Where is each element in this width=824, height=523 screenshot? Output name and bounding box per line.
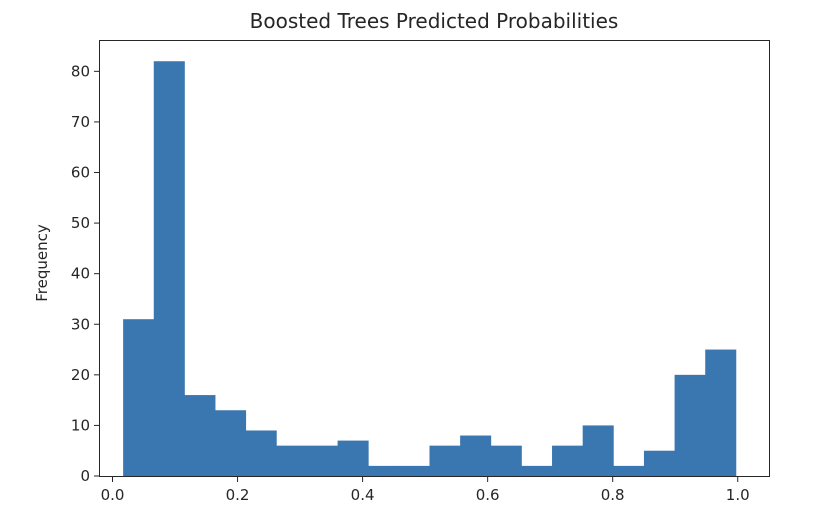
x-tick-label-2: 0.4 [351, 486, 375, 504]
y-axis-label: Frequency [33, 224, 51, 302]
plot-frame [99, 40, 770, 477]
histogram-bar-19 [705, 349, 737, 476]
histogram-bars [123, 61, 737, 476]
x-tick-label-4: 0.8 [601, 486, 625, 504]
x-tick-label-3: 0.6 [476, 486, 500, 504]
histogram-bar-1 [153, 61, 185, 476]
histogram-bar-15 [582, 425, 614, 476]
y-tick-label-7: 70 [71, 113, 90, 131]
y-tick-label-3: 30 [71, 315, 90, 333]
histogram-bar-18 [674, 374, 706, 476]
y-tick-label-5: 50 [71, 214, 90, 232]
histogram-bar-7 [337, 440, 369, 476]
histogram-bar-13 [521, 465, 553, 476]
histogram-bar-4 [245, 430, 277, 476]
y-tick-label-2: 20 [71, 366, 90, 384]
x-axis: 0.0 0.2 0.4 0.6 0.8 1.0 [101, 476, 750, 504]
histogram-bar-9 [398, 465, 430, 476]
histogram-bar-6 [306, 445, 338, 476]
y-tick-label-6: 60 [71, 164, 90, 182]
y-tick-label-4: 40 [71, 265, 90, 283]
histogram-bar-12 [490, 445, 522, 476]
histogram-bar-10 [429, 445, 461, 476]
histogram-bar-3 [215, 410, 247, 476]
histogram-bar-0 [123, 319, 155, 476]
y-tick-label-8: 80 [71, 62, 90, 80]
histogram-bar-17 [643, 450, 675, 476]
histogram-bar-2 [184, 395, 216, 476]
histogram-bar-8 [368, 465, 400, 476]
histogram-bar-16 [613, 465, 645, 476]
histogram-bar-11 [460, 435, 492, 476]
chart-title: Boosted Trees Predicted Probabilities [250, 9, 619, 33]
x-tick-label-1: 0.2 [226, 486, 250, 504]
y-axis: 0 10 20 30 40 50 60 70 80 [71, 62, 100, 485]
histogram-bar-5 [276, 445, 308, 476]
y-tick-label-0: 0 [80, 467, 90, 485]
y-tick-label-1: 10 [71, 416, 90, 434]
x-tick-label-0: 0.0 [101, 486, 125, 504]
histogram-bar-14 [552, 445, 584, 476]
x-tick-label-5: 1.0 [726, 486, 750, 504]
